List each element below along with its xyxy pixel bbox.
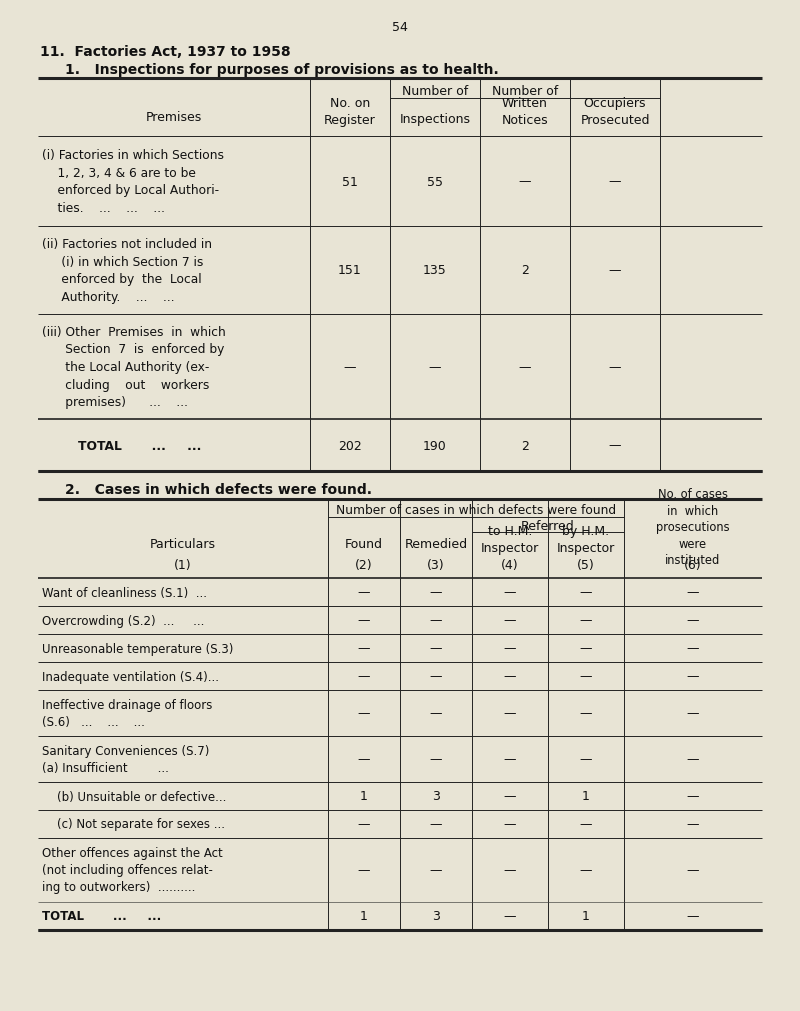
Text: 11.  Factories Act, 1937 to 1958: 11. Factories Act, 1937 to 1958	[40, 44, 290, 59]
Text: —: —	[609, 361, 622, 374]
Text: Premises: Premises	[146, 110, 202, 123]
Text: —: —	[580, 670, 592, 682]
Text: Ineffective drainage of floors
(S.6)   ...    ...    ...: Ineffective drainage of floors (S.6) ...…	[42, 699, 212, 728]
Text: (iii) Other  Premises  in  which
      Section  7  is  enforced by
      the Loc: (iii) Other Premises in which Section 7 …	[42, 326, 226, 408]
Text: —: —	[504, 642, 516, 655]
Text: Inspections: Inspections	[399, 112, 470, 125]
Text: —: —	[358, 753, 370, 765]
Text: —: —	[686, 753, 699, 765]
Text: Remedied: Remedied	[405, 538, 467, 551]
Text: —: —	[686, 790, 699, 803]
Text: 2: 2	[521, 264, 529, 277]
Text: —: —	[609, 439, 622, 452]
Text: —: —	[504, 910, 516, 923]
Text: 54: 54	[392, 20, 408, 33]
Text: —: —	[686, 910, 699, 923]
Text: 2: 2	[521, 439, 529, 452]
Text: —: —	[430, 670, 442, 682]
Text: Number of: Number of	[492, 84, 558, 97]
Text: (1): (1)	[174, 558, 192, 571]
Text: —: —	[429, 361, 442, 374]
Text: 1: 1	[582, 790, 590, 803]
Text: (6): (6)	[684, 558, 702, 571]
Text: —: —	[504, 818, 516, 831]
Text: 135: 135	[423, 264, 447, 277]
Text: —: —	[686, 642, 699, 655]
Text: 202: 202	[338, 439, 362, 452]
Text: TOTAL       ...     ...: TOTAL ... ...	[42, 910, 162, 923]
Text: Want of cleanliness (S.1)  ...: Want of cleanliness (S.1) ...	[42, 586, 207, 599]
Text: —: —	[686, 707, 699, 720]
Text: (c) Not separate for sexes ...: (c) Not separate for sexes ...	[42, 818, 225, 831]
Text: (4): (4)	[501, 558, 519, 571]
Text: —: —	[430, 586, 442, 599]
Text: —: —	[609, 264, 622, 277]
Text: —: —	[358, 670, 370, 682]
Text: 2.   Cases in which defects were found.: 2. Cases in which defects were found.	[65, 482, 372, 496]
Text: —: —	[580, 863, 592, 877]
Text: —: —	[580, 753, 592, 765]
Text: —: —	[504, 790, 516, 803]
Text: Number of: Number of	[402, 84, 468, 97]
Text: —: —	[580, 642, 592, 655]
Text: —: —	[358, 818, 370, 831]
Text: 1: 1	[582, 910, 590, 923]
Text: Unreasonable temperature (S.3): Unreasonable temperature (S.3)	[42, 642, 234, 655]
Text: —: —	[358, 707, 370, 720]
Text: Sanitary Conveniences (S.7)
(a) Insufficient        ...: Sanitary Conveniences (S.7) (a) Insuffic…	[42, 744, 210, 774]
Text: —: —	[430, 863, 442, 877]
Text: —: —	[504, 707, 516, 720]
Text: —: —	[504, 586, 516, 599]
Text: —: —	[580, 818, 592, 831]
Text: (ii) Factories not included in
     (i) in which Section 7 is
     enforced by  : (ii) Factories not included in (i) in wh…	[42, 238, 212, 303]
Text: —: —	[344, 361, 356, 374]
Text: —: —	[430, 818, 442, 831]
Text: —: —	[504, 863, 516, 877]
Text: —: —	[358, 586, 370, 599]
Text: Overcrowding (S.2)  ...     ...: Overcrowding (S.2) ... ...	[42, 614, 204, 627]
Text: —: —	[358, 642, 370, 655]
Text: —: —	[686, 586, 699, 599]
Text: —: —	[358, 614, 370, 627]
Text: Number of cases in which defects were found: Number of cases in which defects were fo…	[336, 503, 616, 516]
Text: —: —	[518, 175, 531, 188]
Text: (i) Factories in which Sections
    1, 2, 3, 4 & 6 are to be
    enforced by Loc: (i) Factories in which Sections 1, 2, 3,…	[42, 149, 224, 214]
Text: —: —	[686, 863, 699, 877]
Text: 1: 1	[360, 790, 368, 803]
Text: 3: 3	[432, 910, 440, 923]
Text: 51: 51	[342, 175, 358, 188]
Text: —: —	[580, 586, 592, 599]
Text: —: —	[430, 614, 442, 627]
Text: (3): (3)	[427, 558, 445, 571]
Text: —: —	[430, 753, 442, 765]
Text: —: —	[430, 707, 442, 720]
Text: Found: Found	[345, 538, 383, 551]
Text: —: —	[430, 642, 442, 655]
Text: TOTAL       ...     ...: TOTAL ... ...	[78, 439, 202, 452]
Text: —: —	[358, 863, 370, 877]
Text: 190: 190	[423, 439, 447, 452]
Text: 151: 151	[338, 264, 362, 277]
Text: Particulars: Particulars	[150, 538, 216, 551]
Text: —: —	[580, 614, 592, 627]
Text: (5): (5)	[577, 558, 595, 571]
Text: —: —	[686, 818, 699, 831]
Text: by H.M.
Inspector: by H.M. Inspector	[557, 525, 615, 554]
Text: 1: 1	[360, 910, 368, 923]
Text: Written
Notices: Written Notices	[502, 97, 548, 126]
Text: —: —	[504, 753, 516, 765]
Text: Other offences against the Act
(not including offences relat-
ing to outworkers): Other offences against the Act (not incl…	[42, 846, 222, 894]
Text: —: —	[580, 707, 592, 720]
Text: Referred: Referred	[521, 519, 575, 532]
Text: Occupiers
Prosecuted: Occupiers Prosecuted	[580, 97, 650, 126]
Text: 55: 55	[427, 175, 443, 188]
Text: to H.M.
Inspector: to H.M. Inspector	[481, 525, 539, 554]
Text: —: —	[686, 670, 699, 682]
Text: —: —	[518, 361, 531, 374]
Text: —: —	[504, 614, 516, 627]
Text: —: —	[504, 670, 516, 682]
Text: —: —	[609, 175, 622, 188]
Text: No. of cases
in  which
prosecutions
were
instituted: No. of cases in which prosecutions were …	[656, 488, 730, 567]
Text: No. on
Register: No. on Register	[324, 97, 376, 126]
Text: 1.   Inspections for purposes of provisions as to health.: 1. Inspections for purposes of provision…	[65, 63, 498, 77]
